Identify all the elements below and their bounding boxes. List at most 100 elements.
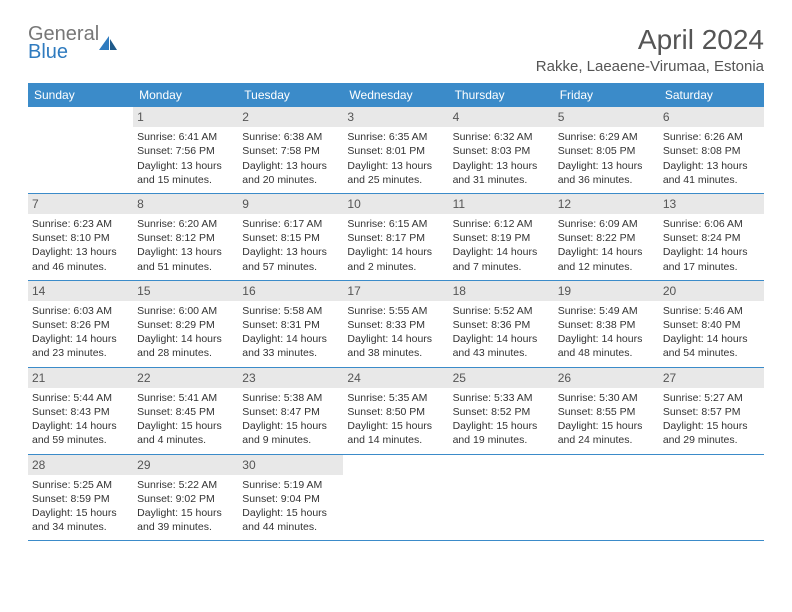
day1-text: Daylight: 14 hours (32, 332, 129, 346)
day-cell: 4Sunrise: 6:32 AMSunset: 8:03 PMDaylight… (449, 107, 554, 193)
day-cell: 12Sunrise: 6:09 AMSunset: 8:22 PMDayligh… (554, 194, 659, 280)
day1-text: Daylight: 14 hours (347, 332, 444, 346)
sunrise-text: Sunrise: 5:46 AM (663, 304, 760, 318)
sunrise-text: Sunrise: 6:00 AM (137, 304, 234, 318)
day-number: 11 (449, 194, 554, 214)
day-number: 1 (133, 107, 238, 127)
sunset-text: Sunset: 8:59 PM (32, 492, 129, 506)
sunset-text: Sunset: 8:05 PM (558, 144, 655, 158)
weekday-header-row: Sunday Monday Tuesday Wednesday Thursday… (28, 83, 764, 107)
sunrise-text: Sunrise: 6:09 AM (558, 217, 655, 231)
day-number: 5 (554, 107, 659, 127)
day-number: 9 (238, 194, 343, 214)
sunset-text: Sunset: 8:52 PM (453, 405, 550, 419)
sunset-text: Sunset: 8:31 PM (242, 318, 339, 332)
sunrise-text: Sunrise: 5:44 AM (32, 391, 129, 405)
day1-text: Daylight: 13 hours (137, 159, 234, 173)
weekday-header: Saturday (659, 83, 764, 107)
day-cell (449, 455, 554, 541)
sunrise-text: Sunrise: 6:03 AM (32, 304, 129, 318)
day-cell: 13Sunrise: 6:06 AMSunset: 8:24 PMDayligh… (659, 194, 764, 280)
day1-text: Daylight: 14 hours (558, 245, 655, 259)
sunset-text: Sunset: 8:08 PM (663, 144, 760, 158)
day-number: 14 (28, 281, 133, 301)
day1-text: Daylight: 13 hours (137, 245, 234, 259)
day-cell: 25Sunrise: 5:33 AMSunset: 8:52 PMDayligh… (449, 368, 554, 454)
sunrise-text: Sunrise: 6:32 AM (453, 130, 550, 144)
sunset-text: Sunset: 8:10 PM (32, 231, 129, 245)
day1-text: Daylight: 13 hours (242, 245, 339, 259)
sunset-text: Sunset: 8:12 PM (137, 231, 234, 245)
day2-text: and 38 minutes. (347, 346, 444, 360)
sunset-text: Sunset: 8:33 PM (347, 318, 444, 332)
sunrise-text: Sunrise: 6:15 AM (347, 217, 444, 231)
day1-text: Daylight: 14 hours (137, 332, 234, 346)
weekday-header: Tuesday (238, 83, 343, 107)
sunset-text: Sunset: 8:36 PM (453, 318, 550, 332)
day1-text: Daylight: 15 hours (242, 419, 339, 433)
weekday-header: Wednesday (343, 83, 448, 107)
sunrise-text: Sunrise: 6:12 AM (453, 217, 550, 231)
day2-text: and 33 minutes. (242, 346, 339, 360)
week-row: 7Sunrise: 6:23 AMSunset: 8:10 PMDaylight… (28, 194, 764, 281)
day-number: 6 (659, 107, 764, 127)
day-cell: 24Sunrise: 5:35 AMSunset: 8:50 PMDayligh… (343, 368, 448, 454)
sunset-text: Sunset: 8:01 PM (347, 144, 444, 158)
day-cell: 5Sunrise: 6:29 AMSunset: 8:05 PMDaylight… (554, 107, 659, 193)
day-cell: 8Sunrise: 6:20 AMSunset: 8:12 PMDaylight… (133, 194, 238, 280)
sunrise-text: Sunrise: 5:19 AM (242, 478, 339, 492)
day2-text: and 46 minutes. (32, 260, 129, 274)
sunset-text: Sunset: 8:29 PM (137, 318, 234, 332)
day-cell: 19Sunrise: 5:49 AMSunset: 8:38 PMDayligh… (554, 281, 659, 367)
day2-text: and 4 minutes. (137, 433, 234, 447)
day2-text: and 2 minutes. (347, 260, 444, 274)
sunset-text: Sunset: 8:57 PM (663, 405, 760, 419)
sunset-text: Sunset: 9:02 PM (137, 492, 234, 506)
day2-text: and 31 minutes. (453, 173, 550, 187)
calendar: Sunday Monday Tuesday Wednesday Thursday… (28, 83, 764, 541)
sunrise-text: Sunrise: 5:30 AM (558, 391, 655, 405)
day-number: 20 (659, 281, 764, 301)
sunset-text: Sunset: 9:04 PM (242, 492, 339, 506)
day-cell: 2Sunrise: 6:38 AMSunset: 7:58 PMDaylight… (238, 107, 343, 193)
sunset-text: Sunset: 8:24 PM (663, 231, 760, 245)
day2-text: and 20 minutes. (242, 173, 339, 187)
sunrise-text: Sunrise: 6:41 AM (137, 130, 234, 144)
day-number: 4 (449, 107, 554, 127)
day-number: 21 (28, 368, 133, 388)
day-cell: 14Sunrise: 6:03 AMSunset: 8:26 PMDayligh… (28, 281, 133, 367)
day2-text: and 9 minutes. (242, 433, 339, 447)
day-number: 25 (449, 368, 554, 388)
sunset-text: Sunset: 8:17 PM (347, 231, 444, 245)
day1-text: Daylight: 14 hours (347, 245, 444, 259)
day2-text: and 41 minutes. (663, 173, 760, 187)
sunset-text: Sunset: 8:50 PM (347, 405, 444, 419)
day-number: 16 (238, 281, 343, 301)
sunrise-text: Sunrise: 5:55 AM (347, 304, 444, 318)
sunrise-text: Sunrise: 6:06 AM (663, 217, 760, 231)
day-cell: 30Sunrise: 5:19 AMSunset: 9:04 PMDayligh… (238, 455, 343, 541)
day1-text: Daylight: 14 hours (663, 332, 760, 346)
day2-text: and 28 minutes. (137, 346, 234, 360)
week-row: 21Sunrise: 5:44 AMSunset: 8:43 PMDayligh… (28, 368, 764, 455)
day1-text: Daylight: 14 hours (558, 332, 655, 346)
weekday-header: Friday (554, 83, 659, 107)
day-number: 24 (343, 368, 448, 388)
day-cell: 7Sunrise: 6:23 AMSunset: 8:10 PMDaylight… (28, 194, 133, 280)
sunrise-text: Sunrise: 5:58 AM (242, 304, 339, 318)
sunrise-text: Sunrise: 6:17 AM (242, 217, 339, 231)
day1-text: Daylight: 15 hours (453, 419, 550, 433)
day-cell (659, 455, 764, 541)
weekday-header: Thursday (449, 83, 554, 107)
sunset-text: Sunset: 8:40 PM (663, 318, 760, 332)
day2-text: and 23 minutes. (32, 346, 129, 360)
day-number: 12 (554, 194, 659, 214)
day-cell (28, 107, 133, 193)
day1-text: Daylight: 15 hours (663, 419, 760, 433)
day1-text: Daylight: 15 hours (137, 506, 234, 520)
day-number: 19 (554, 281, 659, 301)
sunrise-text: Sunrise: 6:38 AM (242, 130, 339, 144)
logo: General Blue (28, 24, 119, 62)
day2-text: and 57 minutes. (242, 260, 339, 274)
day2-text: and 15 minutes. (137, 173, 234, 187)
